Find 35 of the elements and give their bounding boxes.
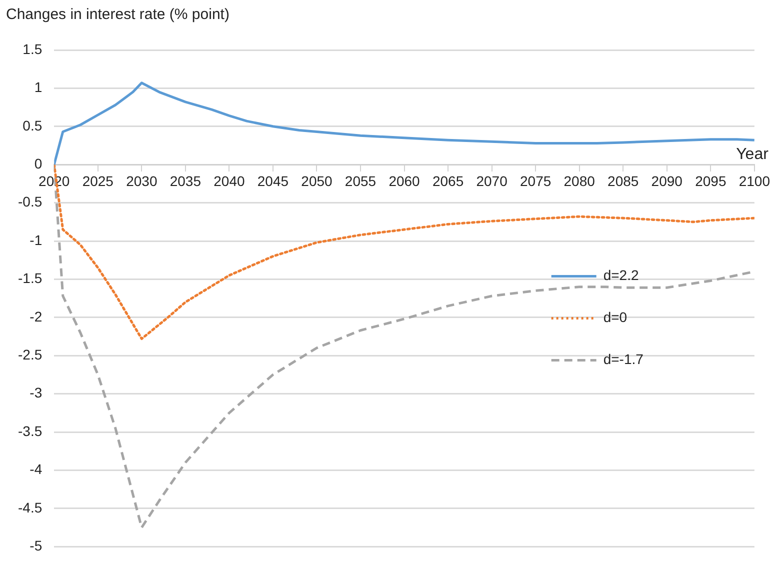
x-tick-label: 2055 [344, 172, 376, 189]
x-tick-label: 2100 [738, 172, 770, 189]
x-tick-label: 2050 [301, 172, 333, 189]
y-tick-label: -3 [30, 384, 42, 401]
y-tick-label: -0.5 [18, 194, 42, 210]
y-tick-label: -1.5 [18, 270, 42, 286]
y-tick-label: 0 [34, 155, 42, 172]
x-tick-label: 2070 [476, 172, 508, 189]
y-tick-label: 1.5 [22, 40, 42, 57]
x-tick-label: 2060 [388, 172, 420, 189]
y-tick-label: -2.5 [18, 346, 42, 362]
y-tick-label: -4.5 [18, 499, 42, 516]
legend-label: d=0 [603, 309, 628, 326]
y-tick-label: 1 [34, 79, 42, 96]
x-tick-label: 2040 [214, 172, 245, 189]
y-tick-label: 0.5 [22, 117, 42, 134]
x-tick-label: 2090 [651, 172, 683, 189]
y-axis-title: Changes in interest rate (% point) [6, 6, 230, 24]
y-tick-label: -3.5 [18, 422, 42, 439]
x-tick-label: 2075 [520, 172, 552, 189]
x-tick-label: 2095 [695, 172, 726, 189]
x-tick-label: 2035 [170, 172, 202, 189]
x-tick-label: 2025 [82, 172, 114, 189]
y-tick-label: -4 [30, 461, 42, 478]
x-tick-label: 2085 [608, 172, 639, 189]
y-tick-label: -1 [30, 232, 42, 248]
legend-label: d=2.2 [603, 267, 639, 284]
x-tick-label: 2080 [564, 172, 596, 189]
legend-label: d=-1.7 [603, 351, 644, 368]
x-tick-label: 2030 [126, 172, 158, 189]
x-tick-label: 2065 [432, 172, 464, 189]
x-tick-label: 2045 [257, 172, 289, 189]
y-tick-label: -5 [30, 537, 42, 554]
x-axis-title: Year [736, 146, 770, 164]
y-tick-label: -2 [30, 308, 42, 324]
